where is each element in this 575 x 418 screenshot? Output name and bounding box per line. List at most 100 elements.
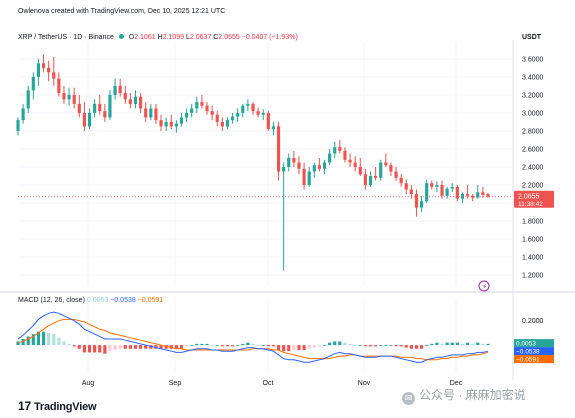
candle-body — [471, 195, 475, 198]
candle-body — [292, 157, 296, 163]
macd-histogram-bar — [195, 343, 199, 346]
candle-body — [287, 157, 291, 167]
low-label: L — [186, 34, 190, 41]
tradingview-brand[interactable]: 17 TradingView — [18, 399, 97, 413]
macd-histogram-bar — [414, 345, 419, 349]
macd-histogram-bar — [205, 343, 209, 346]
candle-body — [409, 189, 413, 195]
macd-histogram-bar — [358, 345, 362, 346]
candle-body — [358, 167, 362, 175]
macd-histogram-bar — [486, 343, 490, 346]
candle-body — [363, 174, 367, 186]
price-tick-label: 1.4000 — [522, 255, 544, 262]
price-tick-label: 2.6000 — [522, 146, 544, 153]
macd-histogram-bar — [282, 345, 286, 352]
candle-body — [133, 96, 138, 104]
macd-histogram-bar — [103, 345, 107, 354]
candle-body — [98, 103, 102, 112]
macd-histogram-bar — [460, 343, 465, 346]
macd-histogram-bar — [67, 343, 71, 346]
candle-body — [77, 103, 81, 113]
macd-histogram-bar — [123, 345, 127, 349]
macd-histogram-bar — [292, 345, 296, 350]
macd-signal-line — [17, 318, 489, 361]
macd-histogram-bar — [154, 345, 158, 349]
macd-histogram-bar — [384, 345, 388, 346]
chart-header: Owlenova created with TradingView.com, D… — [18, 8, 226, 15]
macd-histogram-bar — [333, 341, 337, 346]
macd-line-tag-value: −0.0538 — [516, 348, 540, 355]
macd-histogram-bar — [328, 342, 332, 346]
candle-body — [52, 72, 56, 79]
macd-histogram-bar — [404, 345, 408, 348]
candle-body — [128, 99, 132, 104]
candle-body — [266, 112, 270, 130]
candle-body — [374, 176, 378, 178]
candle-body — [113, 85, 117, 95]
candle-body — [435, 185, 439, 187]
macd-histogram-bar — [108, 345, 112, 352]
candle-body — [322, 162, 327, 169]
macd-histogram-bar — [149, 345, 153, 349]
price-tick-label: 1.6000 — [522, 237, 544, 244]
price-tick-label: 2.8000 — [522, 128, 544, 135]
macd-histogram-bar — [450, 342, 454, 346]
macd-signal-tag — [514, 355, 554, 364]
candle-body — [174, 123, 178, 127]
candle-body — [455, 186, 459, 199]
candle-body — [481, 192, 485, 195]
candle-body — [384, 162, 388, 166]
macd-histogram-bar — [230, 345, 235, 347]
candle-body — [41, 63, 46, 68]
candle-body — [271, 126, 276, 130]
candle-body — [230, 116, 235, 121]
brand-name: TradingView — [33, 401, 97, 413]
macd-histogram-bar — [159, 345, 163, 349]
macd-histogram-bar — [297, 345, 301, 350]
last-price-tag — [514, 190, 554, 208]
candle-body — [190, 108, 194, 113]
close-value: 2.0655 — [218, 34, 240, 41]
candle-body — [379, 162, 383, 178]
time-tick-label: Nov — [358, 380, 371, 387]
candle-body — [404, 183, 408, 190]
candle-body — [368, 176, 373, 186]
macd-histogram-bar — [379, 345, 383, 346]
symbol-legend: XRP / TetherUS · 1D · Binance O2.1061 H2… — [18, 34, 298, 41]
macd-histogram-bar — [368, 345, 373, 347]
candle-body — [205, 105, 209, 112]
macd-histogram-bar — [72, 345, 76, 347]
candle-body — [62, 93, 66, 100]
macd-tick-label: 0.2000 — [522, 318, 544, 325]
candle-body — [215, 114, 219, 122]
candle-body — [154, 108, 158, 121]
candle-body — [338, 147, 342, 151]
macd-hist-tag-value: 0.0053 — [516, 340, 536, 347]
symbol-name[interactable]: XRP / TetherUS · 1D · Binance — [18, 34, 114, 41]
macd-histogram-bar — [363, 345, 367, 347]
candle-body — [179, 117, 184, 124]
macd-histogram-bar — [200, 343, 204, 346]
macd-histogram-bar — [16, 341, 20, 346]
candle-body — [445, 188, 449, 196]
macd-histogram-bar — [425, 345, 429, 346]
candle-body — [57, 78, 61, 94]
candle-body — [164, 121, 168, 127]
candle-body — [425, 183, 429, 202]
macd-line-tag — [514, 347, 554, 356]
macd-histogram-bar — [322, 345, 327, 346]
lightning-icon — [478, 280, 490, 292]
price-tick-label: 3.2000 — [522, 92, 544, 99]
time-tick-label: Aug — [82, 380, 95, 387]
candle-body — [31, 76, 35, 91]
time-tick-label: Oct — [263, 380, 274, 387]
macd-histogram-bar — [225, 345, 230, 347]
macd-histogram-bar — [21, 339, 25, 346]
candle-body — [159, 120, 163, 127]
macd-histogram-bar — [93, 345, 97, 353]
macd-histogram-bar — [41, 331, 46, 346]
macd-title[interactable]: MACD (12, 26, close) — [18, 297, 85, 304]
macd-histogram-bar — [246, 342, 250, 346]
price-tick-label: 1.2000 — [522, 273, 544, 280]
